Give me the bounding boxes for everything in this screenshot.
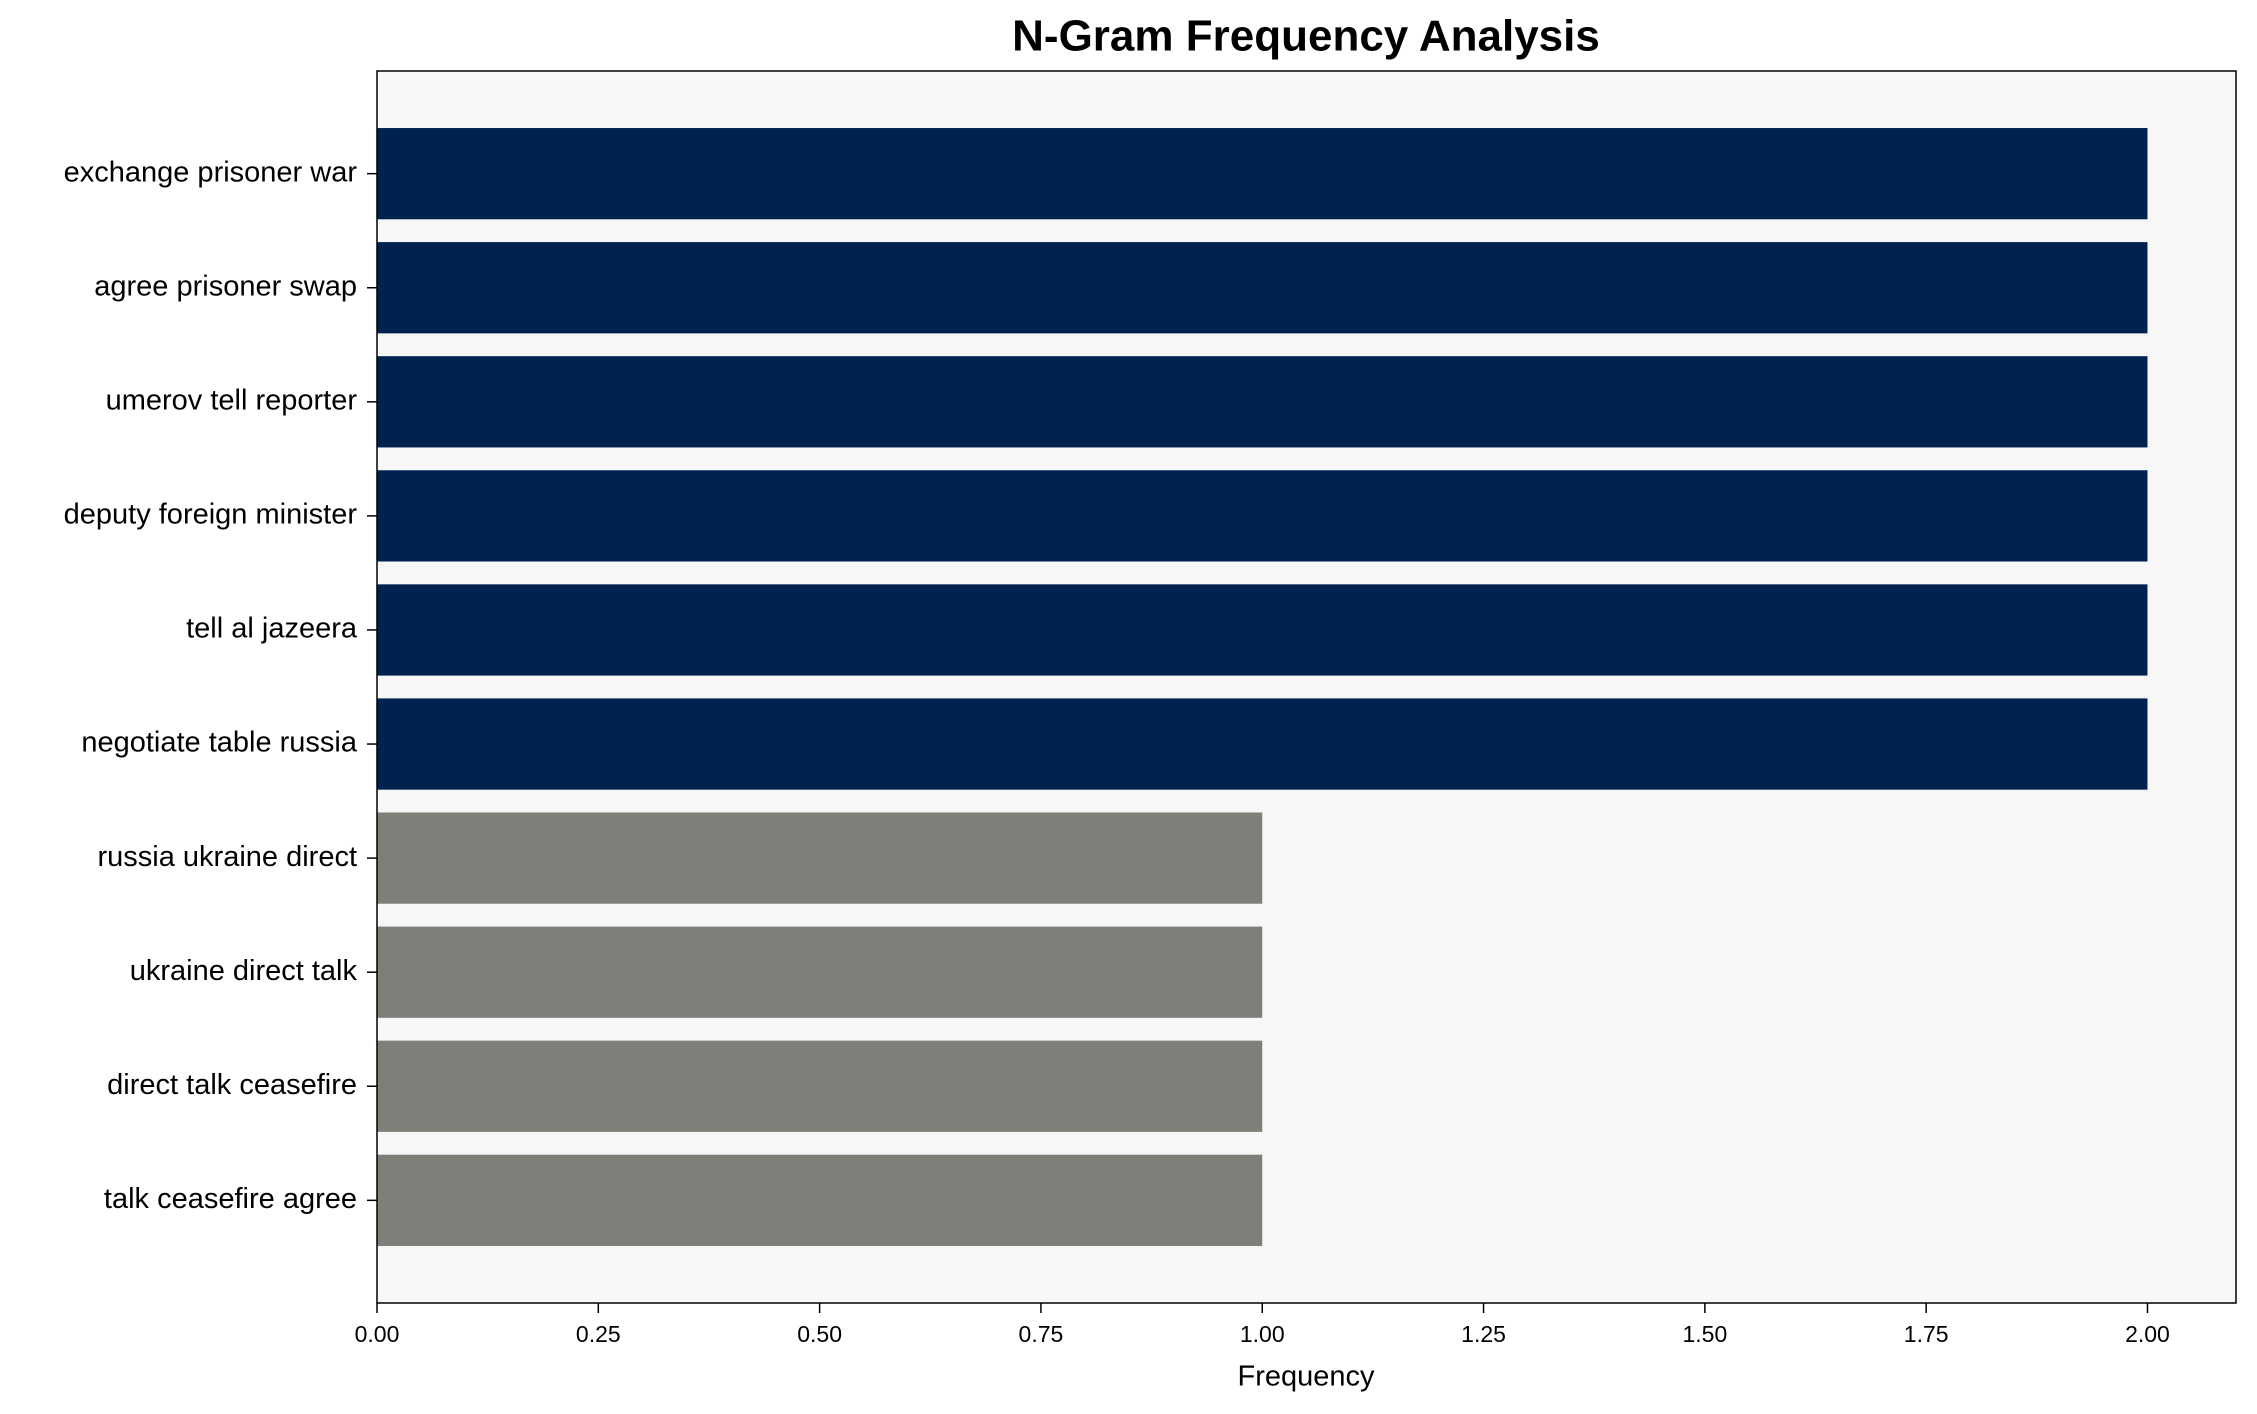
bar (377, 356, 2148, 448)
plot-frame (376, 70, 2237, 1304)
bar (377, 926, 1263, 1018)
bar (377, 1040, 1263, 1132)
bar (377, 128, 2148, 220)
y-tick-label: russia ukraine direct (98, 841, 358, 873)
y-tick-label: ukraine direct talk (130, 955, 358, 987)
x-tick-label: 2.00 (2125, 1321, 2170, 1347)
bar (377, 470, 2148, 562)
x-tick-label: 1.00 (1240, 1321, 1285, 1347)
y-tick-label: exchange prisoner war (64, 156, 358, 188)
y-tick-label: negotiate table russia (81, 727, 358, 759)
y-tick-label: direct talk ceasefire (107, 1069, 357, 1101)
y-tick-label: deputy foreign minister (64, 499, 358, 531)
x-tick-label: 1.75 (1904, 1321, 1949, 1347)
x-tick-label: 0.00 (355, 1321, 400, 1347)
x-tick-label: 0.75 (1019, 1321, 1064, 1347)
x-tick-label: 1.50 (1682, 1321, 1727, 1347)
x-tick-label: 1.25 (1461, 1321, 1506, 1347)
y-tick-label: umerov tell reporter (106, 384, 358, 416)
bar (377, 812, 1263, 904)
bar (377, 698, 2148, 790)
x-tick-label: 0.50 (797, 1321, 842, 1347)
x-axis-label: Frequency (1237, 1361, 1375, 1393)
y-tick-label: agree prisoner swap (94, 270, 357, 302)
y-tick-label: tell al jazeera (186, 613, 358, 645)
chart-title: N-Gram Frequency Analysis (1012, 12, 1600, 61)
bar (377, 1154, 1263, 1246)
bar (377, 242, 2148, 334)
x-tick-label: 0.25 (576, 1321, 621, 1347)
y-tick-label: talk ceasefire agree (104, 1183, 357, 1215)
bar (377, 584, 2148, 676)
